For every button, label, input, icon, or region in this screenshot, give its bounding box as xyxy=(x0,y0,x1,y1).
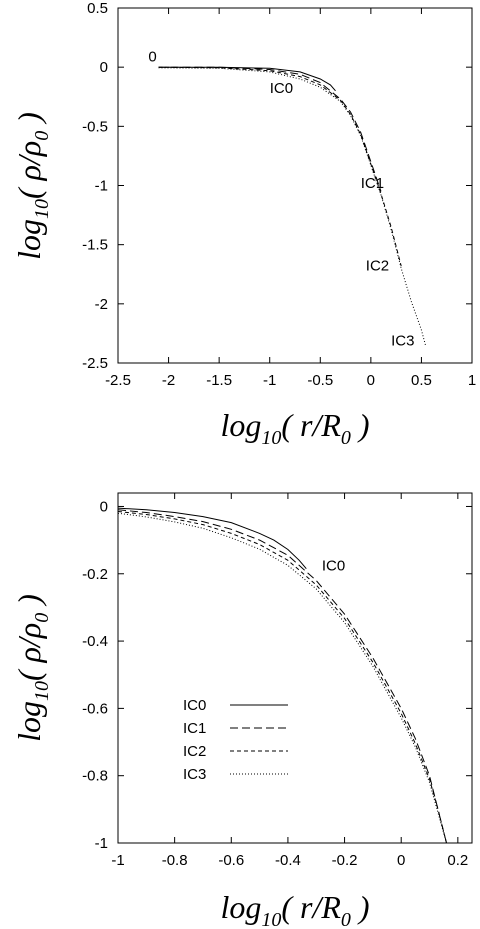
x-tick-label: 1 xyxy=(468,372,476,389)
y-tick-label: -0.8 xyxy=(82,768,108,785)
annotation-label: IC0 xyxy=(322,557,345,574)
series-line-ic2 xyxy=(158,66,402,267)
y-tick-label: -1 xyxy=(95,835,108,852)
plot-frame xyxy=(117,7,473,364)
x-axis-label: log10( r/R0 ) xyxy=(220,889,369,929)
annotation-label: IC0 xyxy=(270,80,293,97)
y-tick-label: 0 xyxy=(100,498,108,515)
series-line-ic3 xyxy=(117,512,447,844)
legend-label: IC1 xyxy=(183,720,206,737)
x-tick-label: 0.2 xyxy=(447,852,468,869)
annotation-label: IC2 xyxy=(366,258,389,275)
x-tick-label: -1 xyxy=(263,372,276,389)
bottom-chart: -1 -0.8 -0.6 -0.4 -0.2 0 0.2 0 -0.2 -0.4 -0.6 -0.8 -… xyxy=(11,492,473,929)
x-tick-label: -0.6 xyxy=(218,852,244,869)
legend-label: IC3 xyxy=(183,766,206,783)
x-tick-label: -2 xyxy=(162,372,175,389)
legend-label: IC0 xyxy=(183,697,206,714)
series-line-ic0 xyxy=(117,507,307,570)
series-line-ic1 xyxy=(117,509,447,844)
x-tick-label: 0 xyxy=(397,852,405,869)
x-tick-label: 0 xyxy=(367,372,375,389)
series-line-ic2 xyxy=(117,511,447,844)
annotation-label: IC3 xyxy=(391,332,414,349)
x-tick-label: -1.5 xyxy=(206,372,232,389)
x-tick-label: -2.5 xyxy=(105,372,131,389)
y-axis-label: log10( ρ/ρ0 ) xyxy=(11,594,53,742)
plot-frame xyxy=(117,492,473,844)
x-tick-label: -0.2 xyxy=(332,852,358,869)
series-line-ic0 xyxy=(158,66,336,92)
y-tick-label: -0.4 xyxy=(82,633,108,650)
y-tick-label: -1.5 xyxy=(82,237,108,254)
annotation-label: IC1 xyxy=(361,175,384,192)
x-tick-label: -1 xyxy=(111,852,124,869)
annotation-label: 0 xyxy=(148,48,156,65)
x-tick-label: -0.8 xyxy=(162,852,188,869)
top-chart: -2.5 -2 -1.5 -1 -0.5 0 0.5 1 0.5 0 -0.5 -1 -1.5 -2 -2.… xyxy=(11,0,476,449)
legend-label: IC2 xyxy=(183,743,206,760)
y-tick-label: 0 xyxy=(100,59,108,76)
y-tick-label: -2 xyxy=(95,296,108,313)
series-line-ic1 xyxy=(158,66,382,192)
y-axis-label: log10( ρ/ρ0 ) xyxy=(11,112,53,260)
y-tick-label: -0.2 xyxy=(82,566,108,583)
x-tick-label: 0.5 xyxy=(411,372,432,389)
y-tick-label: 0.5 xyxy=(87,0,108,17)
y-tick-label: -0.5 xyxy=(82,118,108,135)
y-tick-label: -0.6 xyxy=(82,700,108,717)
series-line-ic3 xyxy=(158,67,426,346)
x-axis-label: log10( r/R0 ) xyxy=(220,407,369,449)
y-tick-label: -1 xyxy=(95,178,108,195)
x-tick-label: -0.4 xyxy=(275,852,301,869)
x-tick-label: -0.5 xyxy=(307,372,333,389)
y-tick-label: -2.5 xyxy=(82,355,108,372)
